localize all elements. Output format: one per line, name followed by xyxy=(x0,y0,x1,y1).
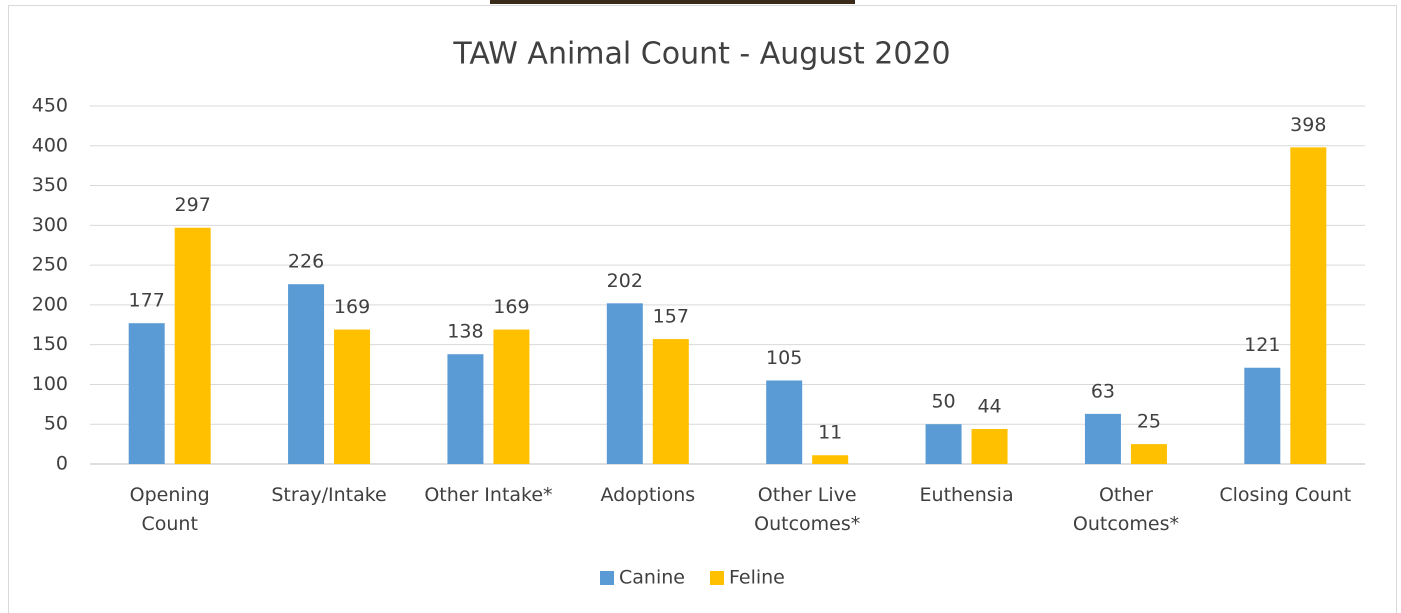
data-label: 25 xyxy=(1137,411,1161,433)
data-label: 297 xyxy=(175,194,211,216)
y-tick-label: 0 xyxy=(56,453,68,475)
legend-swatch xyxy=(600,571,614,585)
x-tick-label: Other Live Outcomes* xyxy=(727,481,887,539)
bar xyxy=(447,354,483,464)
y-tick-label: 150 xyxy=(32,333,68,355)
data-label: 398 xyxy=(1290,114,1326,136)
bar xyxy=(129,323,165,464)
data-label: 63 xyxy=(1091,380,1115,402)
top-image-strip xyxy=(490,0,855,4)
data-label: 50 xyxy=(931,391,955,413)
bar xyxy=(926,424,962,464)
bar xyxy=(607,303,643,464)
y-tick-label: 350 xyxy=(32,174,68,196)
data-label: 157 xyxy=(653,306,689,328)
x-tick-label: Closing Count xyxy=(1205,481,1365,510)
bar xyxy=(288,284,324,464)
data-label: 169 xyxy=(493,296,529,318)
bar xyxy=(175,228,211,464)
y-tick-label: 450 xyxy=(32,95,68,117)
bar xyxy=(1244,368,1280,464)
y-tick-label: 200 xyxy=(32,293,68,315)
legend-swatch xyxy=(710,571,724,585)
bar xyxy=(493,330,529,464)
data-label: 169 xyxy=(334,296,370,318)
data-label: 121 xyxy=(1244,334,1280,356)
y-tick-label: 400 xyxy=(32,134,68,156)
data-label: 44 xyxy=(977,395,1001,417)
bar xyxy=(653,339,689,464)
x-tick-label: Euthensia xyxy=(887,481,1047,510)
y-tick-label: 50 xyxy=(44,413,68,435)
data-label: 202 xyxy=(607,270,643,292)
data-label: 226 xyxy=(288,251,324,273)
data-label: 138 xyxy=(447,321,483,343)
bar xyxy=(1131,444,1167,464)
bar xyxy=(334,330,370,464)
chart-title: TAW Animal Count - August 2020 xyxy=(452,37,950,72)
x-tick-label: Other Intake* xyxy=(408,481,568,510)
data-label: 105 xyxy=(766,347,802,369)
y-tick-label: 300 xyxy=(32,214,68,236)
data-label: 11 xyxy=(818,422,842,444)
bar xyxy=(1290,147,1326,464)
data-label: 177 xyxy=(129,290,165,312)
legend-label: Canine xyxy=(619,567,685,589)
bar xyxy=(972,429,1008,464)
y-tick-label: 250 xyxy=(32,254,68,276)
page: TAW Animal Count - August 2020 0 50 100 150… xyxy=(0,0,1401,613)
x-tick-label: Adoptions xyxy=(568,481,728,510)
bar xyxy=(812,455,848,464)
x-tick-label: Opening Count xyxy=(90,481,250,539)
x-tick-label: Stray/Intake xyxy=(249,481,409,510)
bar xyxy=(1085,414,1121,464)
x-tick-label: Other Outcomes* xyxy=(1046,481,1206,539)
y-tick-label: 100 xyxy=(32,373,68,395)
bar xyxy=(766,380,802,464)
legend-label: Feline xyxy=(729,567,785,589)
